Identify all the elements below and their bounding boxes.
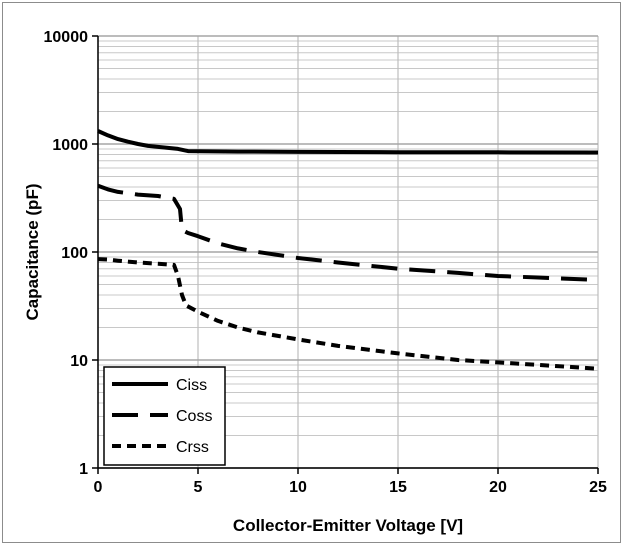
x-tick-label: 0 [94, 479, 103, 496]
legend-label-crss: Crss [176, 439, 209, 456]
y-tick-label: 1 [79, 461, 88, 478]
x-tick-label: 25 [589, 479, 607, 496]
x-tick-label: 20 [489, 479, 507, 496]
y-tick-label: 10000 [44, 29, 89, 46]
legend-label-coss: Coss [176, 408, 212, 425]
y-tick-label: 100 [61, 245, 88, 262]
y-axis-title: Capacitance (pF) [23, 184, 42, 321]
x-tick-label: 5 [194, 479, 203, 496]
y-tick-label: 10 [70, 353, 88, 370]
x-axis-title: Collector-Emitter Voltage [V] [233, 516, 463, 535]
x-tick-label: 10 [289, 479, 307, 496]
y-tick-label: 1000 [52, 137, 88, 154]
legend-label-ciss: Ciss [176, 377, 207, 394]
x-tick-label: 15 [389, 479, 407, 496]
